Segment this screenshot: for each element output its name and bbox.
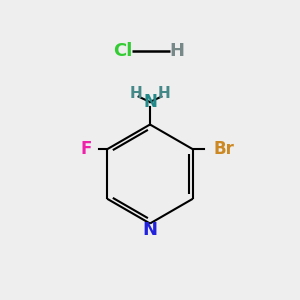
Text: H: H <box>158 86 171 101</box>
Text: F: F <box>81 140 92 158</box>
Text: Cl: Cl <box>113 42 133 60</box>
Text: H: H <box>129 86 142 101</box>
Text: Br: Br <box>213 140 234 158</box>
Text: H: H <box>169 42 184 60</box>
Text: N: N <box>142 221 158 239</box>
Text: N: N <box>143 93 157 111</box>
